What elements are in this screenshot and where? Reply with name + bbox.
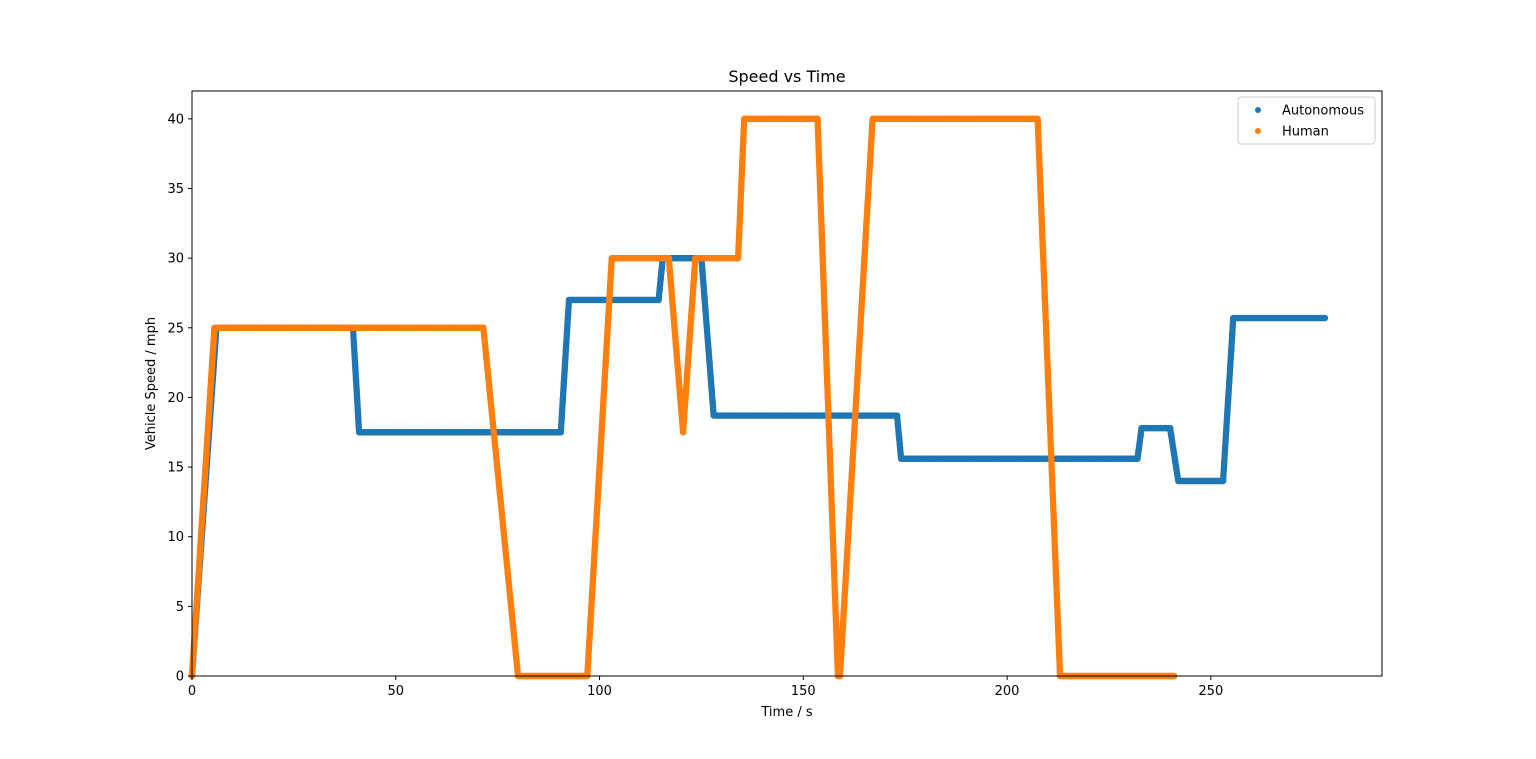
x-tick-label: 100 <box>587 684 612 699</box>
chart-title: Speed vs Time <box>728 67 845 86</box>
series-layer <box>188 115 1329 680</box>
y-tick-label: 30 <box>167 252 184 267</box>
legend: Autonomous Human <box>1237 96 1376 145</box>
series-human <box>188 115 1178 680</box>
legend-marker <box>1255 107 1261 113</box>
y-tick-label: 0 <box>176 670 184 685</box>
x-tick-label: 0 <box>188 684 196 699</box>
y-tick-label: 20 <box>167 391 184 406</box>
legend-marker <box>1255 128 1261 134</box>
x-tick-label: 150 <box>791 684 816 699</box>
y-tick-label: 35 <box>167 182 184 197</box>
y-tick-label: 40 <box>167 112 184 127</box>
series-autonomous <box>188 254 1329 680</box>
legend-label: Human <box>1282 125 1329 140</box>
y-tick-label: 15 <box>167 461 184 476</box>
x-tick-label: 50 <box>387 684 404 699</box>
y-tick-label: 10 <box>167 530 184 545</box>
y-tick-label: 25 <box>167 321 184 336</box>
x-axis-label: Time / s <box>760 705 812 720</box>
y-tick-label: 5 <box>176 600 184 615</box>
plot-frame <box>191 90 1383 677</box>
x-tick-label: 250 <box>1198 684 1223 699</box>
y-axis-label: Vehicle Speed / mph <box>144 317 159 450</box>
x-tick-label: 200 <box>995 684 1020 699</box>
legend-label: Autonomous <box>1282 104 1364 119</box>
data-point <box>1321 314 1329 322</box>
x-axis: 0 50 100 150 200 250 <box>188 676 1223 699</box>
y-axis: 0 5 10 15 20 25 30 35 40 <box>167 112 192 685</box>
